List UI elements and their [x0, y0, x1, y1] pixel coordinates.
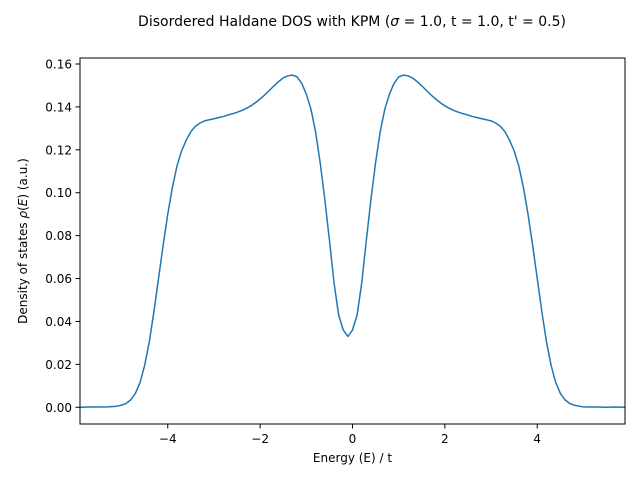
plot-area — [79, 74, 626, 409]
y-tick-label: 0.12 — [45, 143, 72, 157]
y-tick-label: 0.08 — [45, 229, 72, 243]
x-tick-label: −2 — [251, 432, 269, 446]
y-tick-label: 0.10 — [45, 186, 72, 200]
x-tick-label: 2 — [441, 432, 449, 446]
dos-series-line — [79, 74, 626, 409]
y-tick-label: 0.06 — [45, 272, 72, 286]
x-axis-label: Energy (E) / t — [313, 451, 392, 465]
x-tick-label: 0 — [349, 432, 357, 446]
y-axis-label: Density of states ρ(E) (a.u.) — [16, 158, 30, 324]
y-tick-label: 0.00 — [45, 401, 72, 415]
y-tick-label: 0.04 — [45, 315, 72, 329]
plot-frame — [79, 57, 626, 425]
y-axis-ticks: 0.00 0.02 0.04 0.06 0.08 0.10 0.12 0.14 0.16 — [45, 58, 80, 415]
y-tick-label: 0.14 — [45, 100, 72, 114]
x-axis-ticks: −4 −2 0 2 4 — [159, 424, 541, 446]
x-tick-label: 4 — [533, 432, 541, 446]
y-tick-label: 0.02 — [45, 358, 72, 372]
x-tick-label: −4 — [159, 432, 177, 446]
chart-title: Disordered Haldane DOS with KPM (σ = 1.0… — [138, 14, 566, 30]
y-tick-label: 0.16 — [45, 58, 72, 72]
